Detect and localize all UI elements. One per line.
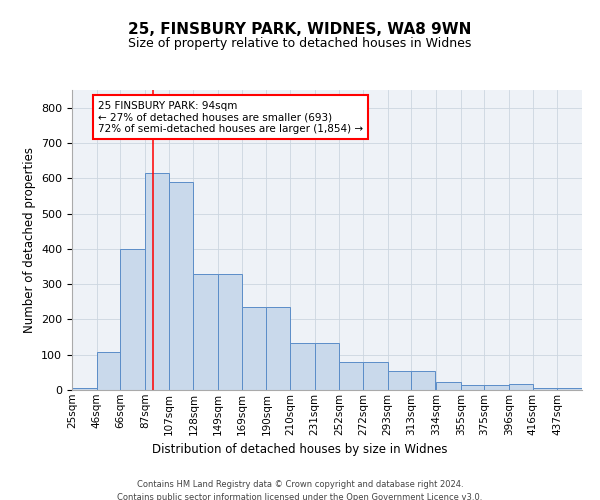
Bar [461, 385, 484, 390]
Text: Contains public sector information licensed under the Open Government Licence v3: Contains public sector information licen… [118, 492, 482, 500]
Bar [557, 388, 582, 390]
Bar [97, 352, 120, 390]
Bar [193, 274, 218, 390]
Bar [533, 388, 557, 390]
Text: Size of property relative to detached houses in Widnes: Size of property relative to detached ho… [128, 38, 472, 51]
Bar [145, 173, 169, 390]
Bar [436, 382, 461, 390]
Bar [314, 343, 340, 390]
Bar [266, 307, 290, 390]
Bar [120, 249, 145, 390]
Bar [340, 362, 363, 390]
Bar [290, 343, 314, 390]
Bar [509, 384, 533, 390]
Bar [72, 388, 97, 390]
Bar [218, 274, 242, 390]
Bar [363, 362, 388, 390]
Bar [388, 372, 411, 390]
Text: 25 FINSBURY PARK: 94sqm
← 27% of detached houses are smaller (693)
72% of semi-d: 25 FINSBURY PARK: 94sqm ← 27% of detache… [98, 100, 363, 134]
Bar [411, 372, 435, 390]
Bar [169, 182, 193, 390]
Text: 25, FINSBURY PARK, WIDNES, WA8 9WN: 25, FINSBURY PARK, WIDNES, WA8 9WN [128, 22, 472, 38]
Bar [484, 385, 509, 390]
Y-axis label: Number of detached properties: Number of detached properties [23, 147, 35, 333]
Text: Distribution of detached houses by size in Widnes: Distribution of detached houses by size … [152, 442, 448, 456]
Text: Contains HM Land Registry data © Crown copyright and database right 2024.: Contains HM Land Registry data © Crown c… [137, 480, 463, 489]
Bar [242, 307, 266, 390]
